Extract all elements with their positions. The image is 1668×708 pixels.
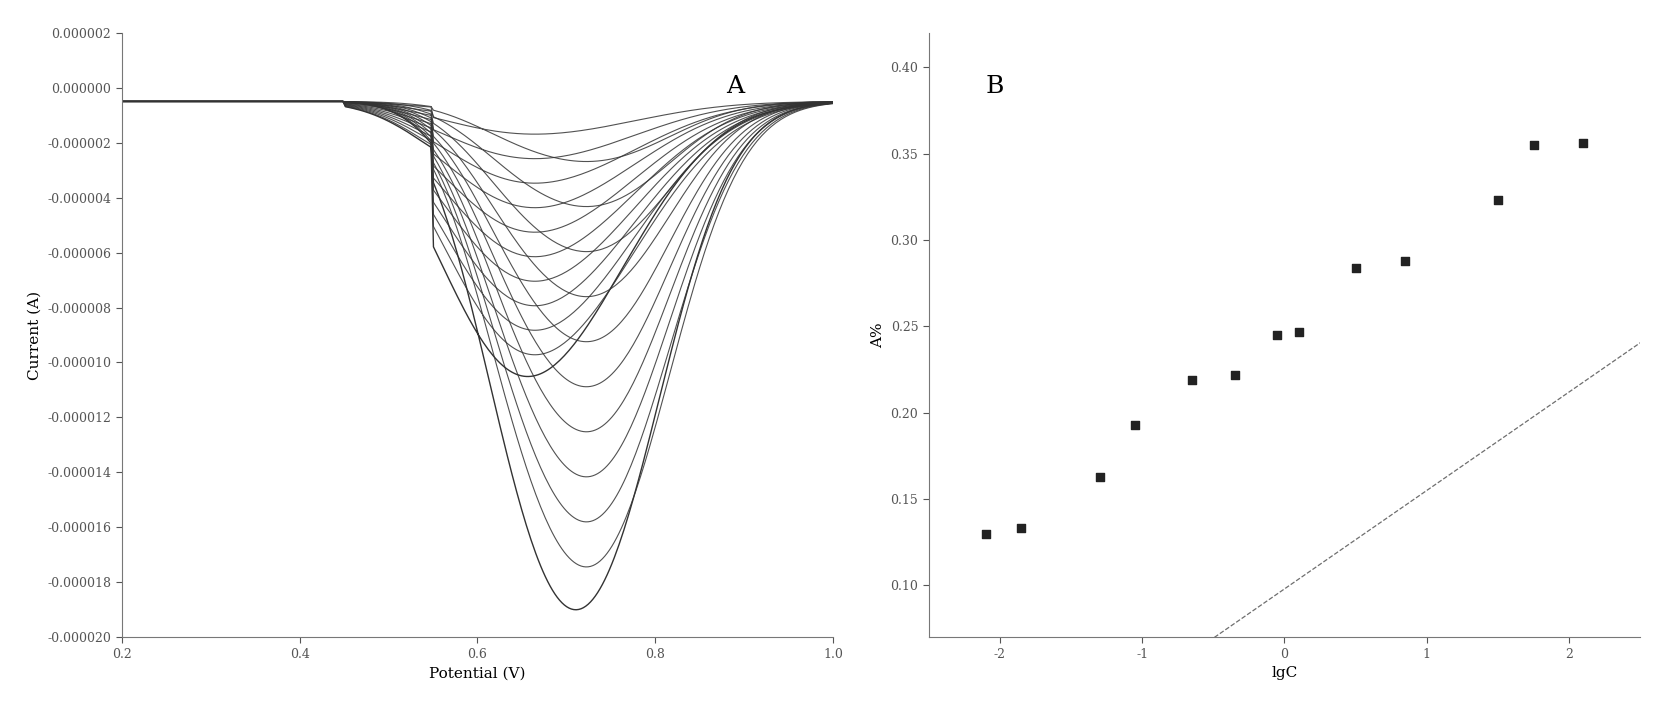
Y-axis label: A%: A% [871,322,886,348]
Point [1264,329,1291,341]
X-axis label: Potential (V): Potential (V) [429,666,525,680]
Point [1485,195,1511,206]
Y-axis label: Current (A): Current (A) [28,290,42,379]
Point [1343,262,1369,273]
Point [972,528,999,539]
Point [1286,326,1313,337]
Point [1007,523,1034,534]
Point [1179,375,1206,386]
Point [1086,471,1113,482]
Point [1393,255,1419,266]
Point [1123,419,1149,430]
Text: B: B [986,75,1004,98]
Point [1520,139,1546,151]
Point [1221,369,1248,380]
Point [1570,137,1596,149]
X-axis label: lgC: lgC [1271,666,1298,680]
Text: A: A [727,75,744,98]
